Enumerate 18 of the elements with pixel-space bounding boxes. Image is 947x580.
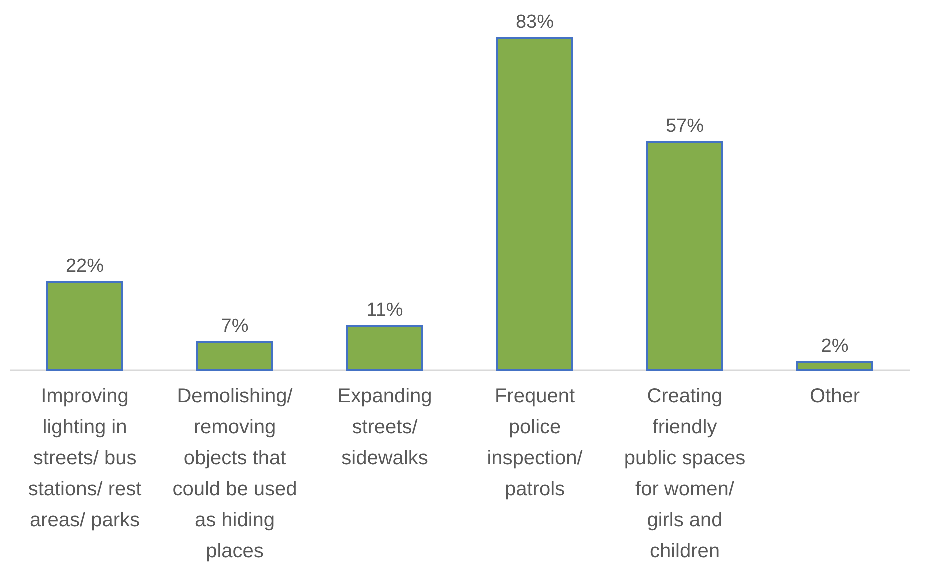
- data-label: 2%: [821, 336, 849, 357]
- data-label: 22%: [66, 256, 104, 277]
- x-tick-label: Demolishing/ removing objects that could be used as hiding places: [172, 386, 298, 562]
- data-label: 7%: [221, 316, 249, 337]
- x-tick-label: Improving lighting in streets/ bus stations/ rest areas/ parks: [28, 386, 142, 532]
- data-label: 83%: [516, 12, 554, 33]
- data-label: 57%: [666, 116, 704, 137]
- x-tick-label: Other: [810, 386, 860, 408]
- x-tick-label: Creating friendly public spaces for women/ girls and children: [624, 386, 746, 562]
- x-tick-label: Expanding streets/ sidewalks: [338, 386, 432, 470]
- bar: [346, 325, 424, 371]
- x-tick-label: Frequent police inspection/ patrols: [487, 386, 584, 500]
- bar: [796, 361, 874, 371]
- bar: [646, 141, 724, 371]
- bar: [496, 37, 574, 371]
- bar: [196, 341, 274, 371]
- data-label: 11%: [366, 300, 404, 321]
- bar: [46, 281, 124, 371]
